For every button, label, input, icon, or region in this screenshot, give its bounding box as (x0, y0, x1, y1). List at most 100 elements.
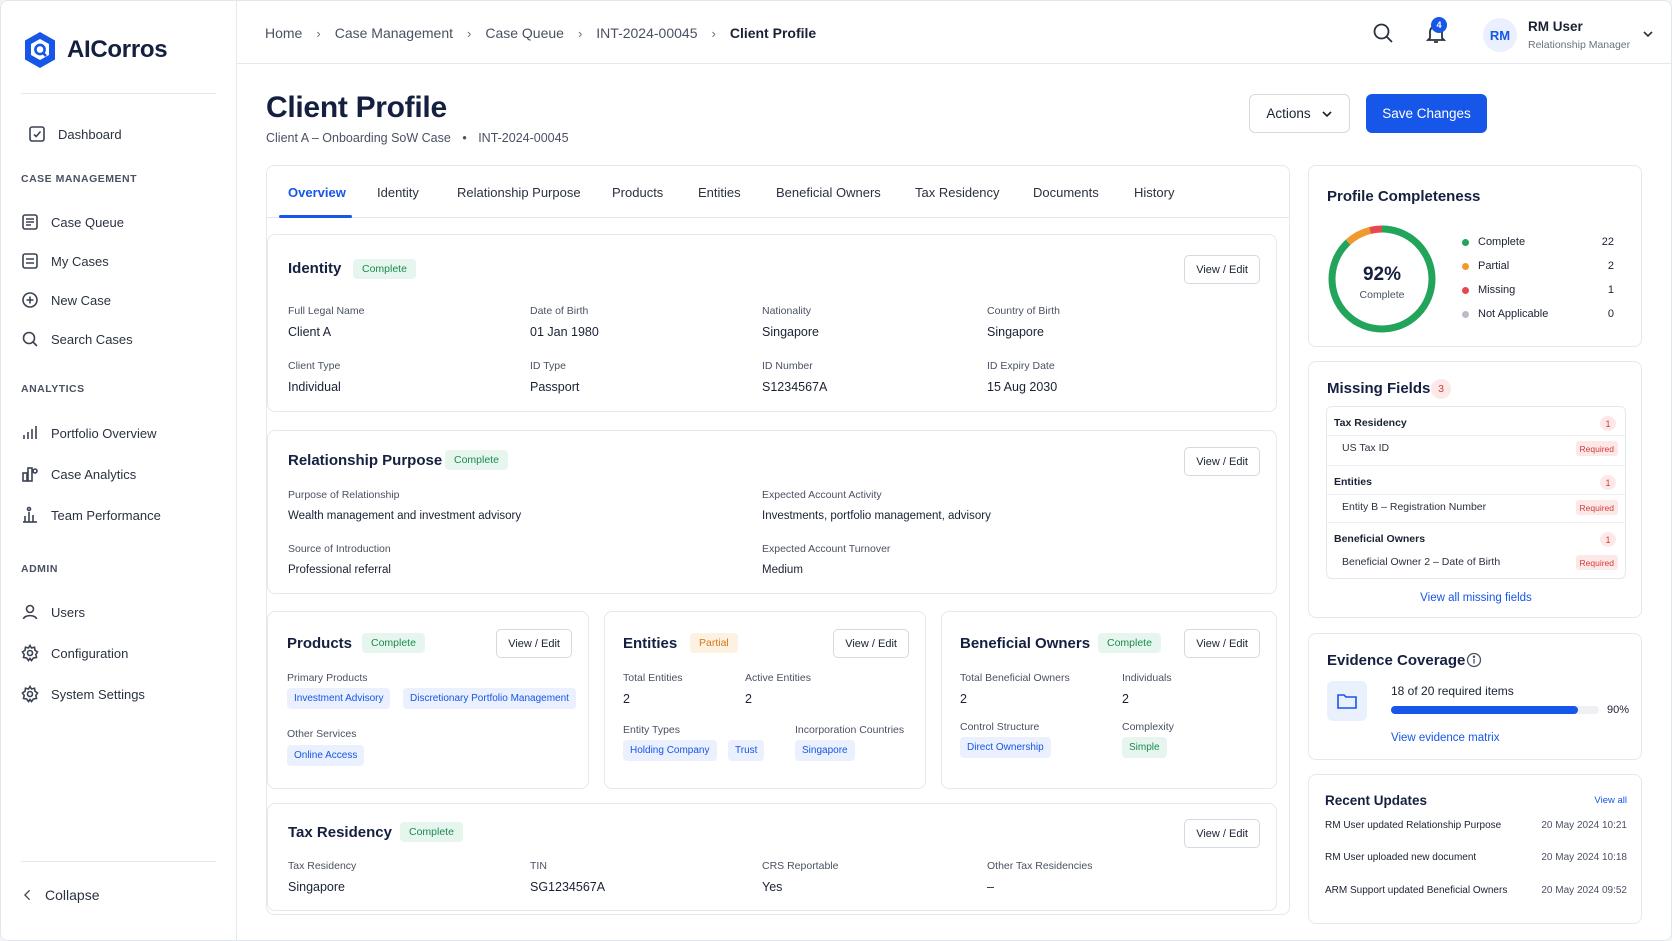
missing-count-badge: 3 (1431, 379, 1451, 399)
field-label: Individuals (1122, 672, 1172, 684)
sidebar: AICorros Dashboard CASE MANAGEMENT Case … (1, 1, 237, 940)
case-id: INT-2024-00045 (478, 131, 569, 145)
breadcrumb: Home › Case Management › Case Queue › IN… (265, 25, 816, 41)
tab-beneficial-owners[interactable]: Beneficial Owners (776, 184, 881, 200)
update-row[interactable]: RM User updated Relationship Purpose 20 … (1325, 820, 1627, 831)
field-value: Medium (762, 564, 803, 576)
entities-title: Entities (623, 635, 678, 652)
chevron-down-icon[interactable] (1641, 27, 1655, 41)
field-value: Singapore (762, 325, 819, 339)
sidebar-item-new-case[interactable]: New Case (21, 286, 111, 314)
missing-item[interactable]: US Tax ID (1342, 442, 1390, 454)
search-icon[interactable] (1371, 21, 1395, 45)
sidebar-section-admin: ADMIN (21, 563, 58, 575)
team-chart-icon (23, 506, 37, 523)
tab-history[interactable]: History (1134, 184, 1175, 200)
sidebar-item-system-settings[interactable]: System Settings (21, 680, 145, 708)
sidebar-item-team-performance[interactable]: Team Performance (21, 501, 161, 529)
breadcrumb-current: Client Profile (729, 25, 817, 41)
field-value: S1234567A (762, 380, 828, 394)
recent-updates-card: Recent Updates View all RM User updated … (1308, 774, 1642, 924)
evidence-summary: 18 of 20 required items (1391, 684, 1514, 698)
tab-products[interactable]: Products (612, 184, 664, 200)
sidebar-item-label: My Cases (51, 253, 109, 269)
sidebar-item-my-cases[interactable]: My Cases (21, 247, 109, 275)
tab-entities[interactable]: Entities (698, 184, 741, 200)
beneficial-owners-card: Beneficial Owners Complete View / Edit T… (941, 611, 1277, 789)
field-label: Incorporation Countries (795, 724, 905, 736)
completeness-donut (1328, 225, 1436, 333)
field-label: Total Beneficial Owners (960, 672, 1070, 684)
products-edit-button[interactable]: View / Edit (496, 629, 572, 658)
breadcrumb-home[interactable]: Home (265, 25, 303, 41)
donut-segment-missing (1328, 225, 1436, 333)
field-label: Total Entities (623, 672, 683, 684)
tab-relationship-purpose[interactable]: Relationship Purpose (457, 184, 581, 200)
missing-group-count: 1 (1600, 475, 1616, 490)
tab-overview[interactable]: Overview (288, 184, 346, 200)
field-value: Professional referral (288, 564, 391, 576)
tab-identity[interactable]: Identity (377, 184, 419, 200)
sidebar-item-users[interactable]: Users (21, 598, 85, 626)
completeness-title: Profile Completeness (1327, 188, 1481, 205)
field-label: Source of Introduction (288, 543, 391, 555)
legend-dot (1462, 286, 1469, 294)
evidence-progress-track (1391, 706, 1599, 714)
tax-title: Tax Residency (288, 824, 392, 841)
field-label: Primary Products (287, 672, 368, 684)
topbar: Home › Case Management › Case Queue › IN… (237, 1, 1671, 64)
missing-item[interactable]: Entity B – Registration Number (1342, 501, 1487, 513)
view-evidence-matrix-link[interactable]: View evidence matrix (1391, 732, 1500, 744)
updates-title: Recent Updates (1325, 793, 1428, 808)
view-all-updates-link[interactable]: View all (1594, 795, 1627, 806)
field-label: Entity Types (623, 724, 681, 736)
queue-icon (22, 214, 38, 230)
field-value: Investments, portfolio management, advis… (762, 510, 991, 522)
collapse-button[interactable]: Collapse (21, 881, 99, 909)
brand[interactable]: AICorros (23, 31, 168, 69)
sidebar-item-case-analytics[interactable]: Case Analytics (21, 460, 136, 488)
identity-edit-button[interactable]: View / Edit (1184, 255, 1260, 284)
cases-icon (22, 253, 38, 269)
tax-edit-button[interactable]: View / Edit (1184, 819, 1260, 848)
sidebar-item-configuration[interactable]: Configuration (21, 639, 128, 667)
sidebar-divider (21, 93, 216, 94)
tab-documents[interactable]: Documents (1033, 184, 1099, 200)
sidebar-item-dashboard[interactable]: Dashboard (28, 120, 122, 148)
sidebar-divider (21, 861, 216, 862)
field-label: Tax Residency (288, 860, 357, 872)
completeness-percent: 92% (1362, 264, 1402, 285)
actions-dropdown[interactable]: Actions (1249, 94, 1350, 133)
missing-item[interactable]: Beneficial Owner 2 – Date of Birth (1342, 556, 1501, 568)
view-all-missing-link[interactable]: View all missing fields (1420, 592, 1532, 604)
legend-partial: Partial 2 (1462, 260, 1614, 272)
breadcrumb-case-queue[interactable]: Case Queue (485, 25, 564, 41)
breadcrumb-case-id[interactable]: INT-2024-00045 (596, 25, 698, 41)
status-badge: Complete (445, 450, 508, 470)
avatar[interactable]: RM (1483, 18, 1517, 52)
entities-edit-button[interactable]: View / Edit (833, 629, 909, 658)
sidebar-item-search-cases[interactable]: Search Cases (21, 325, 133, 353)
tab-tax-residency[interactable]: Tax Residency (915, 184, 1000, 200)
field-label: Other Services (287, 728, 357, 740)
info-icon[interactable] (1466, 652, 1482, 668)
relationship-edit-button[interactable]: View / Edit (1184, 447, 1260, 476)
tab-bar: Overview Identity Relationship Purpose P… (267, 166, 1289, 218)
field-label: ID Expiry Date (987, 360, 1055, 372)
update-row[interactable]: ARM Support updated Beneficial Owners 20… (1325, 885, 1627, 896)
field-label: Client Type (288, 360, 341, 372)
update-timestamp: 20 May 2024 10:21 (1541, 820, 1627, 831)
gear-icon (21, 644, 39, 662)
divider (1327, 494, 1625, 495)
user-icon (22, 604, 38, 620)
sidebar-item-portfolio-overview[interactable]: Portfolio Overview (21, 419, 156, 447)
country-chip: Singapore (795, 740, 855, 761)
sidebar-item-case-queue[interactable]: Case Queue (21, 208, 124, 236)
owners-edit-button[interactable]: View / Edit (1184, 629, 1260, 658)
save-changes-button[interactable]: Save Changes (1366, 94, 1487, 133)
field-label: Expected Account Activity (762, 489, 882, 501)
update-row[interactable]: RM User uploaded new document 20 May 202… (1325, 852, 1627, 863)
legend-complete: Complete 22 (1462, 236, 1614, 248)
field-value: 15 Aug 2030 (987, 380, 1058, 394)
breadcrumb-case-management[interactable]: Case Management (334, 25, 453, 41)
